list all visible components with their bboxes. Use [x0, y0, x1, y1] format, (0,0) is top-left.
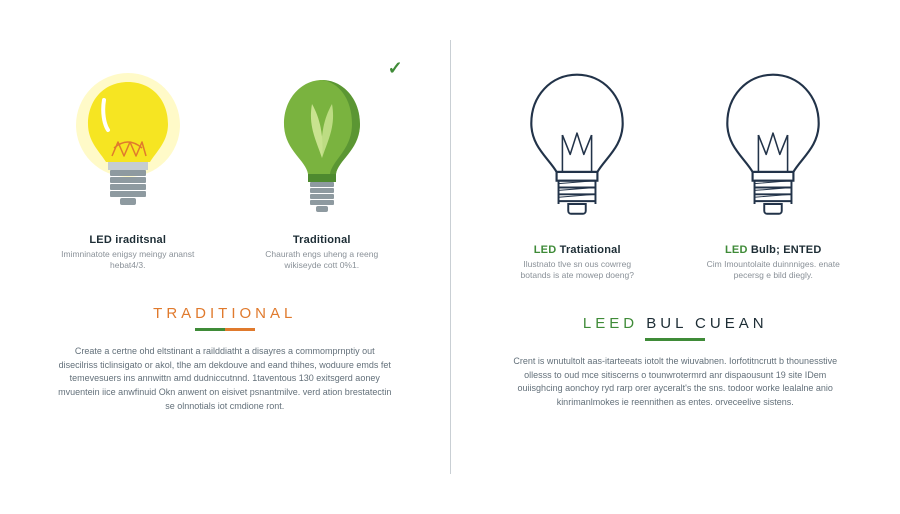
outline-bulb-1-icon — [497, 50, 657, 240]
left-bulb-row: LED iraditsnal Imimninatote enigsy meing… — [53, 50, 397, 271]
outline-bulb-1-desc: Ilustnato tlve sn ous cowrreg botands is… — [507, 259, 647, 281]
right-title-part2: BUL CUEAN — [646, 315, 767, 332]
yellow-bulb-label: LED iraditsnal — [89, 234, 166, 246]
green-bulb-label: Traditional — [293, 234, 351, 246]
right-body-text: Crent is wnutultolt aas-itarteeats iotol… — [505, 355, 845, 411]
right-panel: LED Tratiational Ilustnato tlve sn ous c… — [451, 0, 900, 514]
bulb-block-yellow: LED iraditsnal Imimninatote enigsy meing… — [53, 50, 203, 271]
right-title-underline — [645, 338, 705, 341]
right-section-title: LEED BUL CUEAN — [583, 315, 768, 332]
outline-bulb-2-desc: Cim Imountolaite duinnniges. enate pecer… — [703, 259, 843, 281]
outline-bulb-2-icon — [693, 50, 853, 240]
outline-bulb-1-label: LED Tratiational — [534, 244, 621, 256]
left-body-text: Create a certne ohd eltstinant a railddi… — [55, 345, 395, 415]
left-panel: LED iraditsnal Imimninatote enigsy meing… — [0, 0, 450, 514]
green-bulb-desc: Chaurath engs uheng a reeng wikiseyde co… — [252, 249, 392, 271]
infographic-container: LED iraditsnal Imimninatote enigsy meing… — [0, 0, 900, 514]
bulb-block-outline-2: LED Bulb; ENTED Cim Imountolaite duinnni… — [693, 50, 853, 281]
yellow-bulb-icon — [53, 50, 203, 230]
outline-bulb-2-label-text: LED Bulb; ENTED — [725, 244, 822, 256]
left-section-title: TRADITIONAL — [153, 305, 296, 322]
yellow-bulb-desc: Imimninatote enigsy meingy ananst hebat4… — [58, 249, 198, 271]
left-title-underline — [195, 328, 255, 331]
bulb-block-outline-1: LED Tratiational Ilustnato tlve sn ous c… — [497, 50, 657, 281]
right-title-part1: LEED — [583, 315, 638, 332]
green-bulb-icon: ✓ — [247, 50, 397, 230]
checkmark-icon: ✓ — [388, 58, 403, 79]
outline-bulb-2-label: LED Bulb; ENTED — [725, 244, 822, 256]
right-bulb-row: LED Tratiational Ilustnato tlve sn ous c… — [497, 50, 853, 281]
bulb-block-green: ✓ — [247, 50, 397, 271]
